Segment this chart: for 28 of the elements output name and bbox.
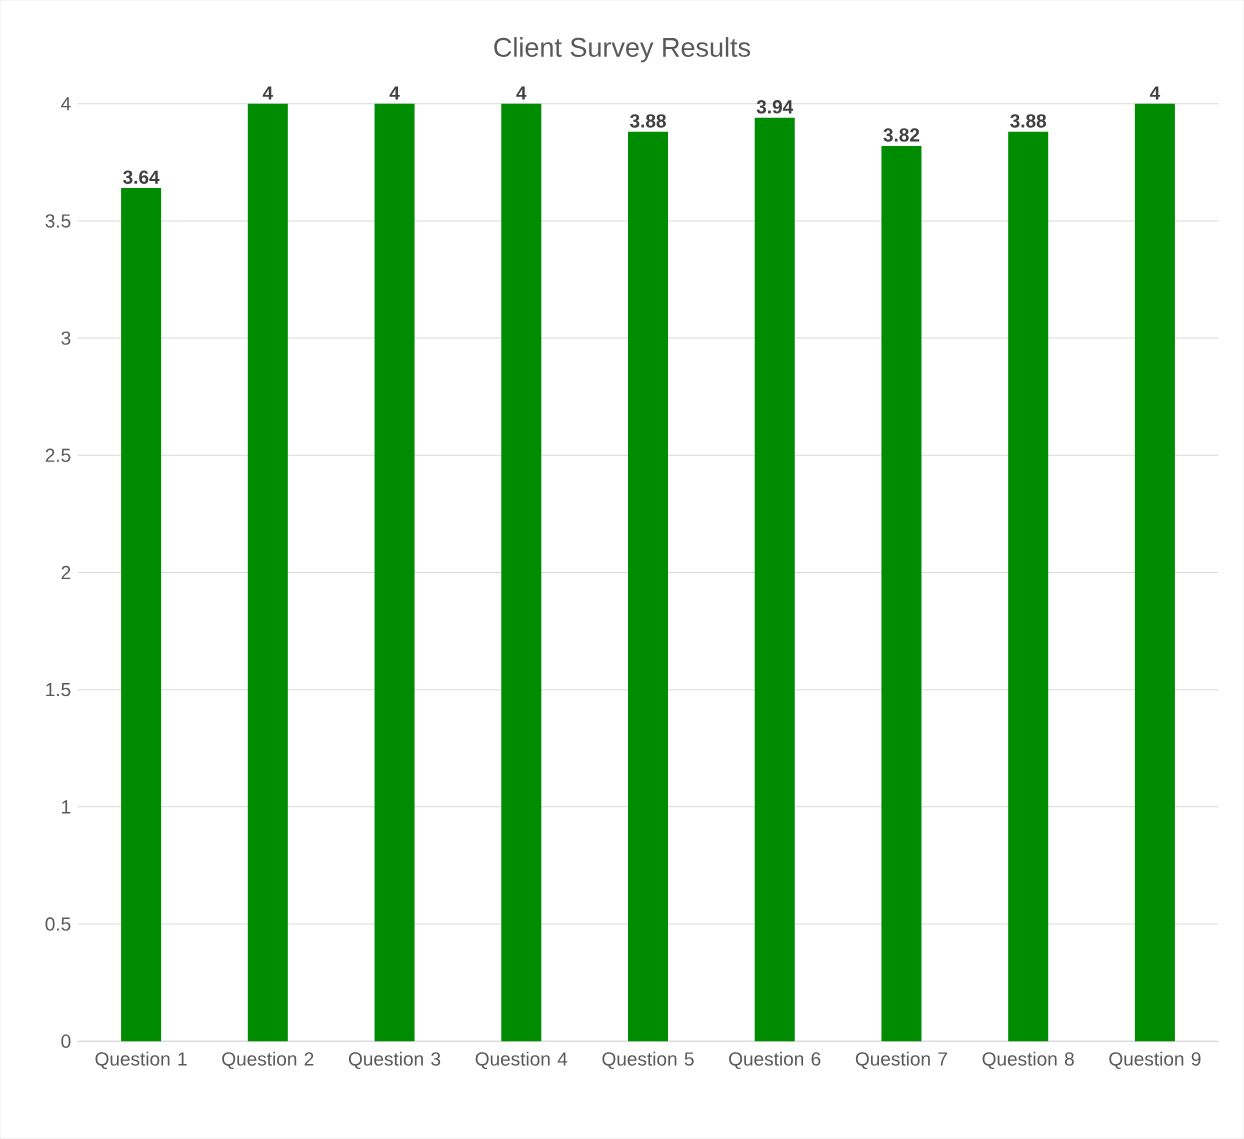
y-tick-label: 3.5 [45, 214, 71, 228]
x-tick-label: Question 3 [348, 1051, 441, 1070]
data-label: 4 [262, 86, 274, 100]
y-tick-label: 2.5 [45, 448, 71, 463]
y-tick-label: 3 [61, 331, 71, 345]
x-tick-label: Question 5 [602, 1051, 694, 1070]
y-tick-label: 1.5 [46, 683, 71, 697]
x-tick-label: Question 8 [982, 1051, 1074, 1070]
data-label: 4 [1149, 86, 1161, 100]
x-tick-label: Question 4 [475, 1051, 568, 1070]
y-tick-label: 0.5 [45, 917, 71, 931]
y-tick-label: 4 [61, 97, 71, 111]
x-tick-label: Question 1 [95, 1051, 187, 1070]
data-label: 3.64 [123, 170, 160, 184]
data-label: 3.88 [629, 114, 666, 128]
data-label: 3.82 [883, 128, 920, 142]
x-tick-label: Question 9 [1109, 1051, 1201, 1070]
y-tick-label: 1 [62, 800, 71, 814]
chart-title: Client Survey Results [494, 37, 751, 63]
data-label: 3.88 [1010, 114, 1047, 128]
x-tick-label: Question 6 [729, 1051, 821, 1070]
x-tick-label: Question 7 [855, 1051, 947, 1070]
y-tick-label: 0 [61, 1034, 71, 1048]
data-label: 4 [516, 86, 527, 100]
data-label: 4 [389, 86, 400, 100]
x-tick-label: Question 2 [222, 1051, 314, 1070]
data-label: 3.94 [756, 100, 794, 114]
y-tick-label: 2 [61, 565, 71, 580]
